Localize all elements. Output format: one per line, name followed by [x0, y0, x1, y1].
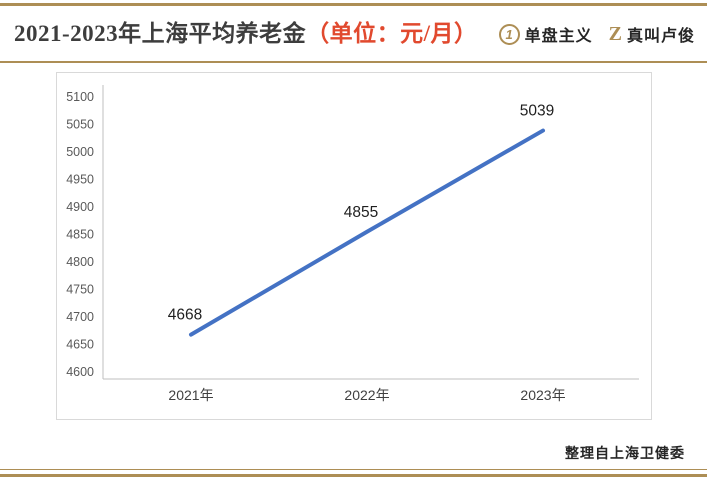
svg-text:5000: 5000	[66, 145, 94, 159]
title-unit: （单位：元/月）	[306, 21, 478, 46]
svg-text:4800: 4800	[66, 255, 94, 269]
svg-text:2022年: 2022年	[344, 387, 389, 403]
z-icon: Z	[608, 23, 622, 45]
svg-text:4900: 4900	[66, 200, 94, 214]
top-border-line	[0, 3, 707, 6]
page-title: 2021-2023年上海平均养老金（单位：元/月）	[14, 14, 478, 48]
title-divider-line	[0, 61, 707, 63]
logo-danpanzhuyi: 1 单盘主义	[498, 22, 593, 46]
svg-text:4850: 4850	[66, 228, 94, 242]
svg-text:4668: 4668	[168, 307, 202, 324]
logo-zhenjiaolujun-label: 真叫卢俊	[626, 28, 695, 45]
circle-1-icon: 1	[498, 23, 520, 45]
svg-text:5039: 5039	[520, 103, 554, 120]
svg-text:4650: 4650	[66, 338, 94, 352]
svg-text:5050: 5050	[66, 118, 94, 132]
logo-group: 1 单盘主义 Z 真叫卢俊	[498, 22, 695, 46]
svg-text:4700: 4700	[66, 310, 94, 324]
svg-text:2021年: 2021年	[168, 387, 213, 403]
title-text: 2021-2023年上海平均养老金	[14, 21, 307, 46]
svg-text:4750: 4750	[66, 283, 94, 297]
source-note: 整理自上海卫健委	[565, 447, 685, 462]
chart-card: 5100 5050 5000 4950 4900 4850 4800 4750 4700 4650…	[56, 72, 652, 420]
svg-text:4950: 4950	[66, 173, 94, 187]
svg-text:2023年: 2023年	[520, 387, 565, 403]
svg-text:4855: 4855	[344, 204, 378, 221]
bottom-border-line-thin	[0, 469, 707, 470]
logo-danpanzhuyi-label: 单盘主义	[524, 28, 593, 45]
bottom-border-line-thick	[0, 474, 707, 477]
svg-text:5100: 5100	[66, 90, 94, 104]
svg-text:4600: 4600	[66, 365, 94, 379]
logo-zhenjiaolujun: Z 真叫卢俊	[609, 22, 695, 46]
line-chart-svg: 5100 5050 5000 4950 4900 4850 4800 4750 4700 4650…	[66, 85, 639, 403]
